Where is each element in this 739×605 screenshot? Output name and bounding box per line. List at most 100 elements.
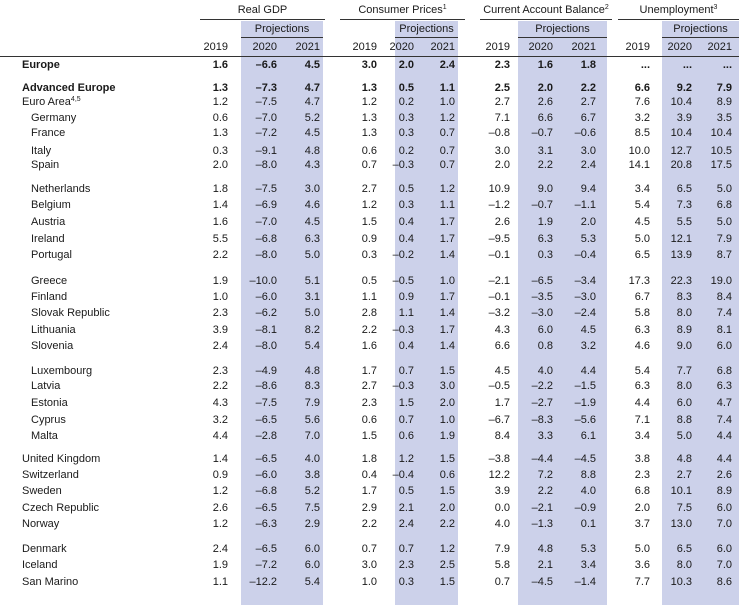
table-cell: 1.3	[212, 82, 228, 94]
table-cell: 4.7	[304, 82, 320, 94]
row-label: Malta	[31, 430, 58, 442]
table-cell: 8.0	[676, 307, 692, 319]
table-cell: 4.8	[537, 543, 553, 555]
table-cell: 1.2	[398, 453, 414, 465]
table-cell: –2.2	[531, 380, 553, 392]
table-cell: 0.7	[439, 159, 455, 171]
table-cell: –2.4	[574, 307, 596, 319]
table-cell: 0.4	[398, 340, 414, 352]
table-row: Ireland 5.5 –6.8 6.3 0.9 0.4 1.7 –9.5 6.3 5.3 5.0 1…	[0, 233, 739, 246]
table-cell: 6.8	[716, 365, 732, 377]
table-cell: 3.2	[634, 112, 650, 124]
row-label: Denmark	[22, 543, 67, 555]
table-cell: 4.0	[494, 518, 510, 530]
table-cell: 10.0	[628, 145, 650, 157]
group-label: Real GDP	[237, 4, 288, 16]
table-cell: –0.4	[392, 469, 414, 481]
group-label: Consumer Prices	[358, 4, 443, 16]
table-cell: –3.5	[531, 291, 553, 303]
table-cell: 6.0	[716, 543, 732, 555]
table-cell: 12.2	[488, 469, 510, 481]
table-cell: 4.5	[304, 216, 320, 228]
table-cell: 2.0	[212, 159, 228, 171]
table-cell: –0.7	[531, 127, 553, 139]
projection-shade-prices	[395, 21, 458, 605]
table-cell: 4.4	[634, 397, 650, 409]
row-label: Lithuania	[31, 324, 76, 336]
table-cell: 1.8	[212, 183, 228, 195]
table-cell: 8.8	[676, 414, 692, 426]
projections-label: Projections	[673, 23, 728, 35]
table-cell: –0.5	[488, 380, 510, 392]
table-cell: 5.3	[580, 233, 596, 245]
table-cell: –7.5	[255, 96, 277, 108]
table-cell: 1.7	[494, 397, 510, 409]
table-cell: –6.6	[255, 59, 277, 71]
table-cell: 5.4	[634, 199, 650, 211]
table-cell: –12.2	[249, 576, 277, 588]
row-label: Belgium	[31, 199, 71, 211]
table-cell: –2.7	[531, 397, 553, 409]
table-row: Netherlands 1.8 –7.5 3.0 2.7 0.5 1.2 10.9 9.0 9.4…	[0, 183, 739, 196]
projection-shade-unemployment	[662, 21, 739, 605]
table-cell: 0.3	[212, 145, 228, 157]
table-cell: 1.7	[439, 291, 455, 303]
table-cell: –4.5	[531, 576, 553, 588]
table-cell: 3.4	[580, 559, 596, 571]
table-row: Advanced Europe 1.3 –7.3 4.7 1.3 0.5 1.1 2.5 2.0…	[0, 82, 739, 95]
table-row: Germany 0.6 –7.0 5.2 1.3 0.3 1.2 7.1 6.6 6.7 3.2 3.…	[0, 112, 739, 125]
table-cell: –8.6	[255, 380, 277, 392]
table-cell: 5.0	[716, 183, 732, 195]
table-cell: 2.6	[537, 96, 553, 108]
projections-underline	[518, 37, 607, 38]
group-underline	[480, 19, 612, 20]
group-header-prices: Consumer Prices1	[358, 4, 447, 16]
table-cell: 2.0	[439, 502, 455, 514]
table-cell: 1.3	[361, 127, 377, 139]
table-cell: 0.3	[398, 112, 414, 124]
table-cell: 2.9	[361, 502, 377, 514]
table-cell: 10.1	[670, 485, 692, 497]
table-cell: 2.5	[494, 82, 510, 94]
projections-label: Projections	[254, 23, 310, 35]
table-cell: 8.8	[580, 469, 596, 481]
table-cell: 1.3	[212, 127, 228, 139]
table-cell: 5.3	[580, 543, 596, 555]
table-cell: –6.5	[255, 453, 277, 465]
table-cell: 0.5	[398, 82, 414, 94]
table-cell: 7.7	[676, 365, 692, 377]
table-cell: 3.1	[537, 145, 553, 157]
table-cell: 1.0	[361, 576, 377, 588]
table-cell: 2.4	[212, 543, 228, 555]
table-cell: –6.3	[255, 518, 277, 530]
table-cell: 7.9	[716, 233, 732, 245]
table-cell: –8.0	[255, 249, 277, 261]
table-cell: –5.6	[574, 414, 596, 426]
table-row: San Marino 1.1 –12.2 5.4 1.0 0.3 1.5 0.7 –4.5 –1.…	[0, 576, 739, 589]
table-cell: 4.5	[580, 324, 596, 336]
table-cell: –6.8	[255, 233, 277, 245]
table-cell: 2.0	[537, 82, 553, 94]
table-cell: 2.6	[716, 469, 732, 481]
table-cell: 1.3	[361, 112, 377, 124]
table-cell: 2.9	[304, 518, 320, 530]
table-cell: –0.8	[488, 127, 510, 139]
table-cell: 20.8	[670, 159, 692, 171]
year-label: 2020	[667, 41, 692, 53]
row-label: Finland	[31, 291, 68, 303]
table-cell: 2.4	[580, 159, 596, 171]
row-label: Cyprus	[31, 414, 66, 426]
table-cell: 0.6	[361, 414, 377, 426]
table-cell: 0.5	[398, 485, 414, 497]
group-underline	[340, 19, 465, 20]
table-cell: 7.9	[494, 543, 510, 555]
table-cell: 0.7	[361, 159, 377, 171]
table-cell: 8.1	[716, 324, 732, 336]
table-cell: 7.1	[634, 414, 650, 426]
table-cell: 1.2	[439, 543, 455, 555]
table-cell: –4.5	[574, 453, 596, 465]
table-cell: 2.1	[537, 559, 553, 571]
table-cell: –1.1	[574, 199, 596, 211]
row-label: Luxembourg	[31, 365, 93, 377]
row-label: Germany	[31, 112, 77, 124]
